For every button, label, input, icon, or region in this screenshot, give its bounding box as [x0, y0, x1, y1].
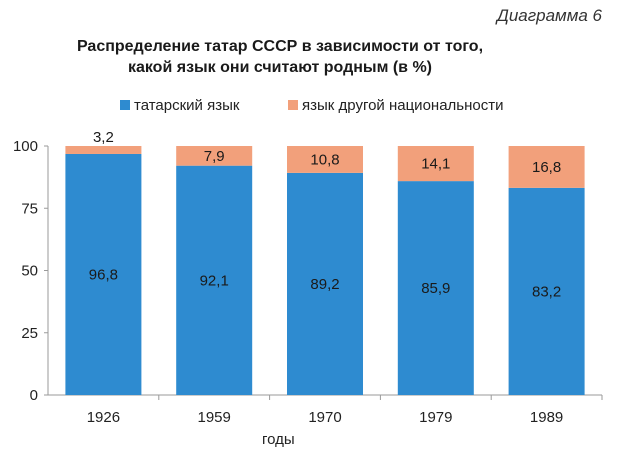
data-label-1926-series-1: 96,8: [89, 266, 118, 283]
bar-1989-series-1: [508, 187, 585, 395]
y-tick-label: 50: [21, 263, 38, 280]
data-label-1970-series-2: 10,8: [310, 151, 339, 168]
x-tick-label: 1970: [308, 409, 341, 426]
diagram-number-label: Диаграмма 6: [496, 6, 602, 25]
chart-title-line-1: Распределение татар СССР в зависимости о…: [76, 38, 484, 55]
bar-1989-series-2: [508, 146, 585, 188]
bar-1979-series-1: [397, 181, 474, 395]
data-label-1926-series-2: 3,2: [93, 129, 114, 146]
y-tick-label: 75: [21, 200, 38, 217]
legend-label-1: татарский язык: [134, 97, 240, 114]
data-label-1970-series-1: 89,2: [310, 276, 339, 293]
data-label-1989-series-1: 83,2: [532, 283, 561, 300]
y-tick-label: 0: [30, 387, 38, 404]
x-axis-title: годы: [262, 431, 295, 448]
legend-swatch-1: [120, 100, 130, 110]
data-label-1959-series-1: 92,1: [200, 272, 229, 289]
x-tick-label: 1959: [198, 409, 231, 426]
bar-1959-series-1: [176, 165, 253, 395]
data-label-1959-series-2: 7,9: [204, 148, 225, 165]
bar-1959-series-2: [176, 146, 253, 166]
y-tick-label: 100: [13, 138, 38, 155]
y-tick-label: 25: [21, 325, 38, 342]
data-label-1989-series-2: 16,8: [532, 159, 561, 176]
x-tick-label: 1926: [87, 409, 120, 426]
data-label-1979-series-2: 14,1: [421, 156, 450, 173]
chart-title-line-2: какой язык они считают родным (в %): [127, 59, 433, 76]
bar-1970-series-1: [287, 172, 363, 395]
x-tick-label: 1989: [530, 409, 563, 426]
chart-title: Распределение татар СССР в зависимости о…: [0, 36, 560, 78]
bar-1926-series-1: [65, 153, 142, 395]
bar-1970-series-2: [287, 146, 363, 173]
legend-label-2: язык другой национальности: [302, 97, 503, 114]
data-label-1979-series-1: 85,9: [421, 280, 450, 297]
bar-1979-series-2: [397, 146, 474, 182]
bar-1926-series-2: [65, 146, 142, 154]
legend-swatch-2: [288, 100, 298, 110]
x-tick-label: 1979: [419, 409, 452, 426]
